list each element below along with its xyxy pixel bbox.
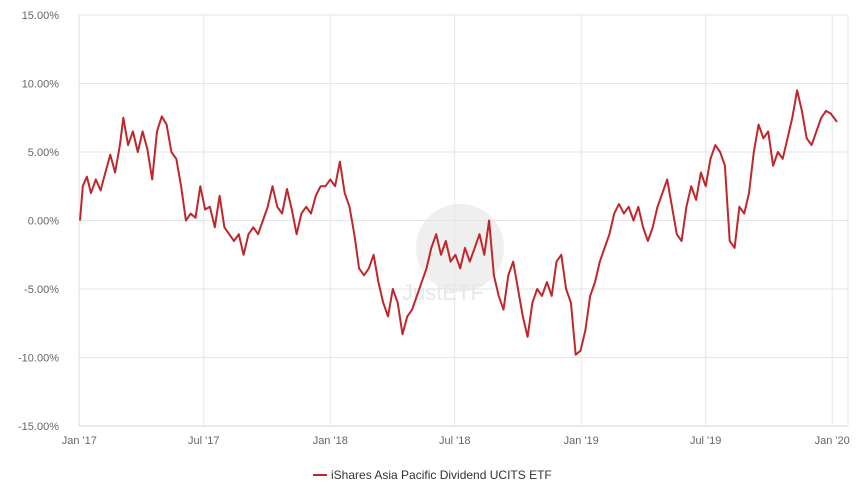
legend[interactable]: iShares Asia Pacific Dividend UCITS ETF <box>313 468 552 482</box>
x-tick-label: Jan '17 <box>62 435 97 447</box>
series-line[interactable] <box>79 89 838 356</box>
x-tick-label: Jan '19 <box>564 435 599 447</box>
x-tick-label: Jul '17 <box>188 435 219 447</box>
series-group <box>79 89 838 356</box>
x-axis: Jan '17 Jul '17 Jan '18 Jul '18 Jan '19 Jul '… <box>62 435 850 447</box>
watermark: JustETF <box>402 204 504 305</box>
y-tick-label: 15.00% <box>22 10 60 22</box>
watermark-logo-icon <box>416 204 504 292</box>
y-axis: -15.00% -10.00% -5.00% 0.00% 5.00% 10.00% 15.0… <box>18 10 59 433</box>
x-tick-label: Jul '19 <box>690 435 721 447</box>
y-tick-label: -5.00% <box>24 284 59 296</box>
y-tick-label: -15.00% <box>18 421 59 433</box>
x-tick-label: Jul '18 <box>439 435 470 447</box>
y-tick-label: 10.00% <box>22 79 60 91</box>
y-tick-label: 0.00% <box>28 216 59 228</box>
x-tick-label: Jan '18 <box>313 435 348 447</box>
y-tick-label: -10.00% <box>18 353 59 365</box>
chart-grid <box>78 14 849 427</box>
legend-label[interactable]: iShares Asia Pacific Dividend UCITS ETF <box>331 468 552 482</box>
x-tick-label: Jan '20 <box>815 435 850 447</box>
y-tick-label: 5.00% <box>28 147 59 159</box>
